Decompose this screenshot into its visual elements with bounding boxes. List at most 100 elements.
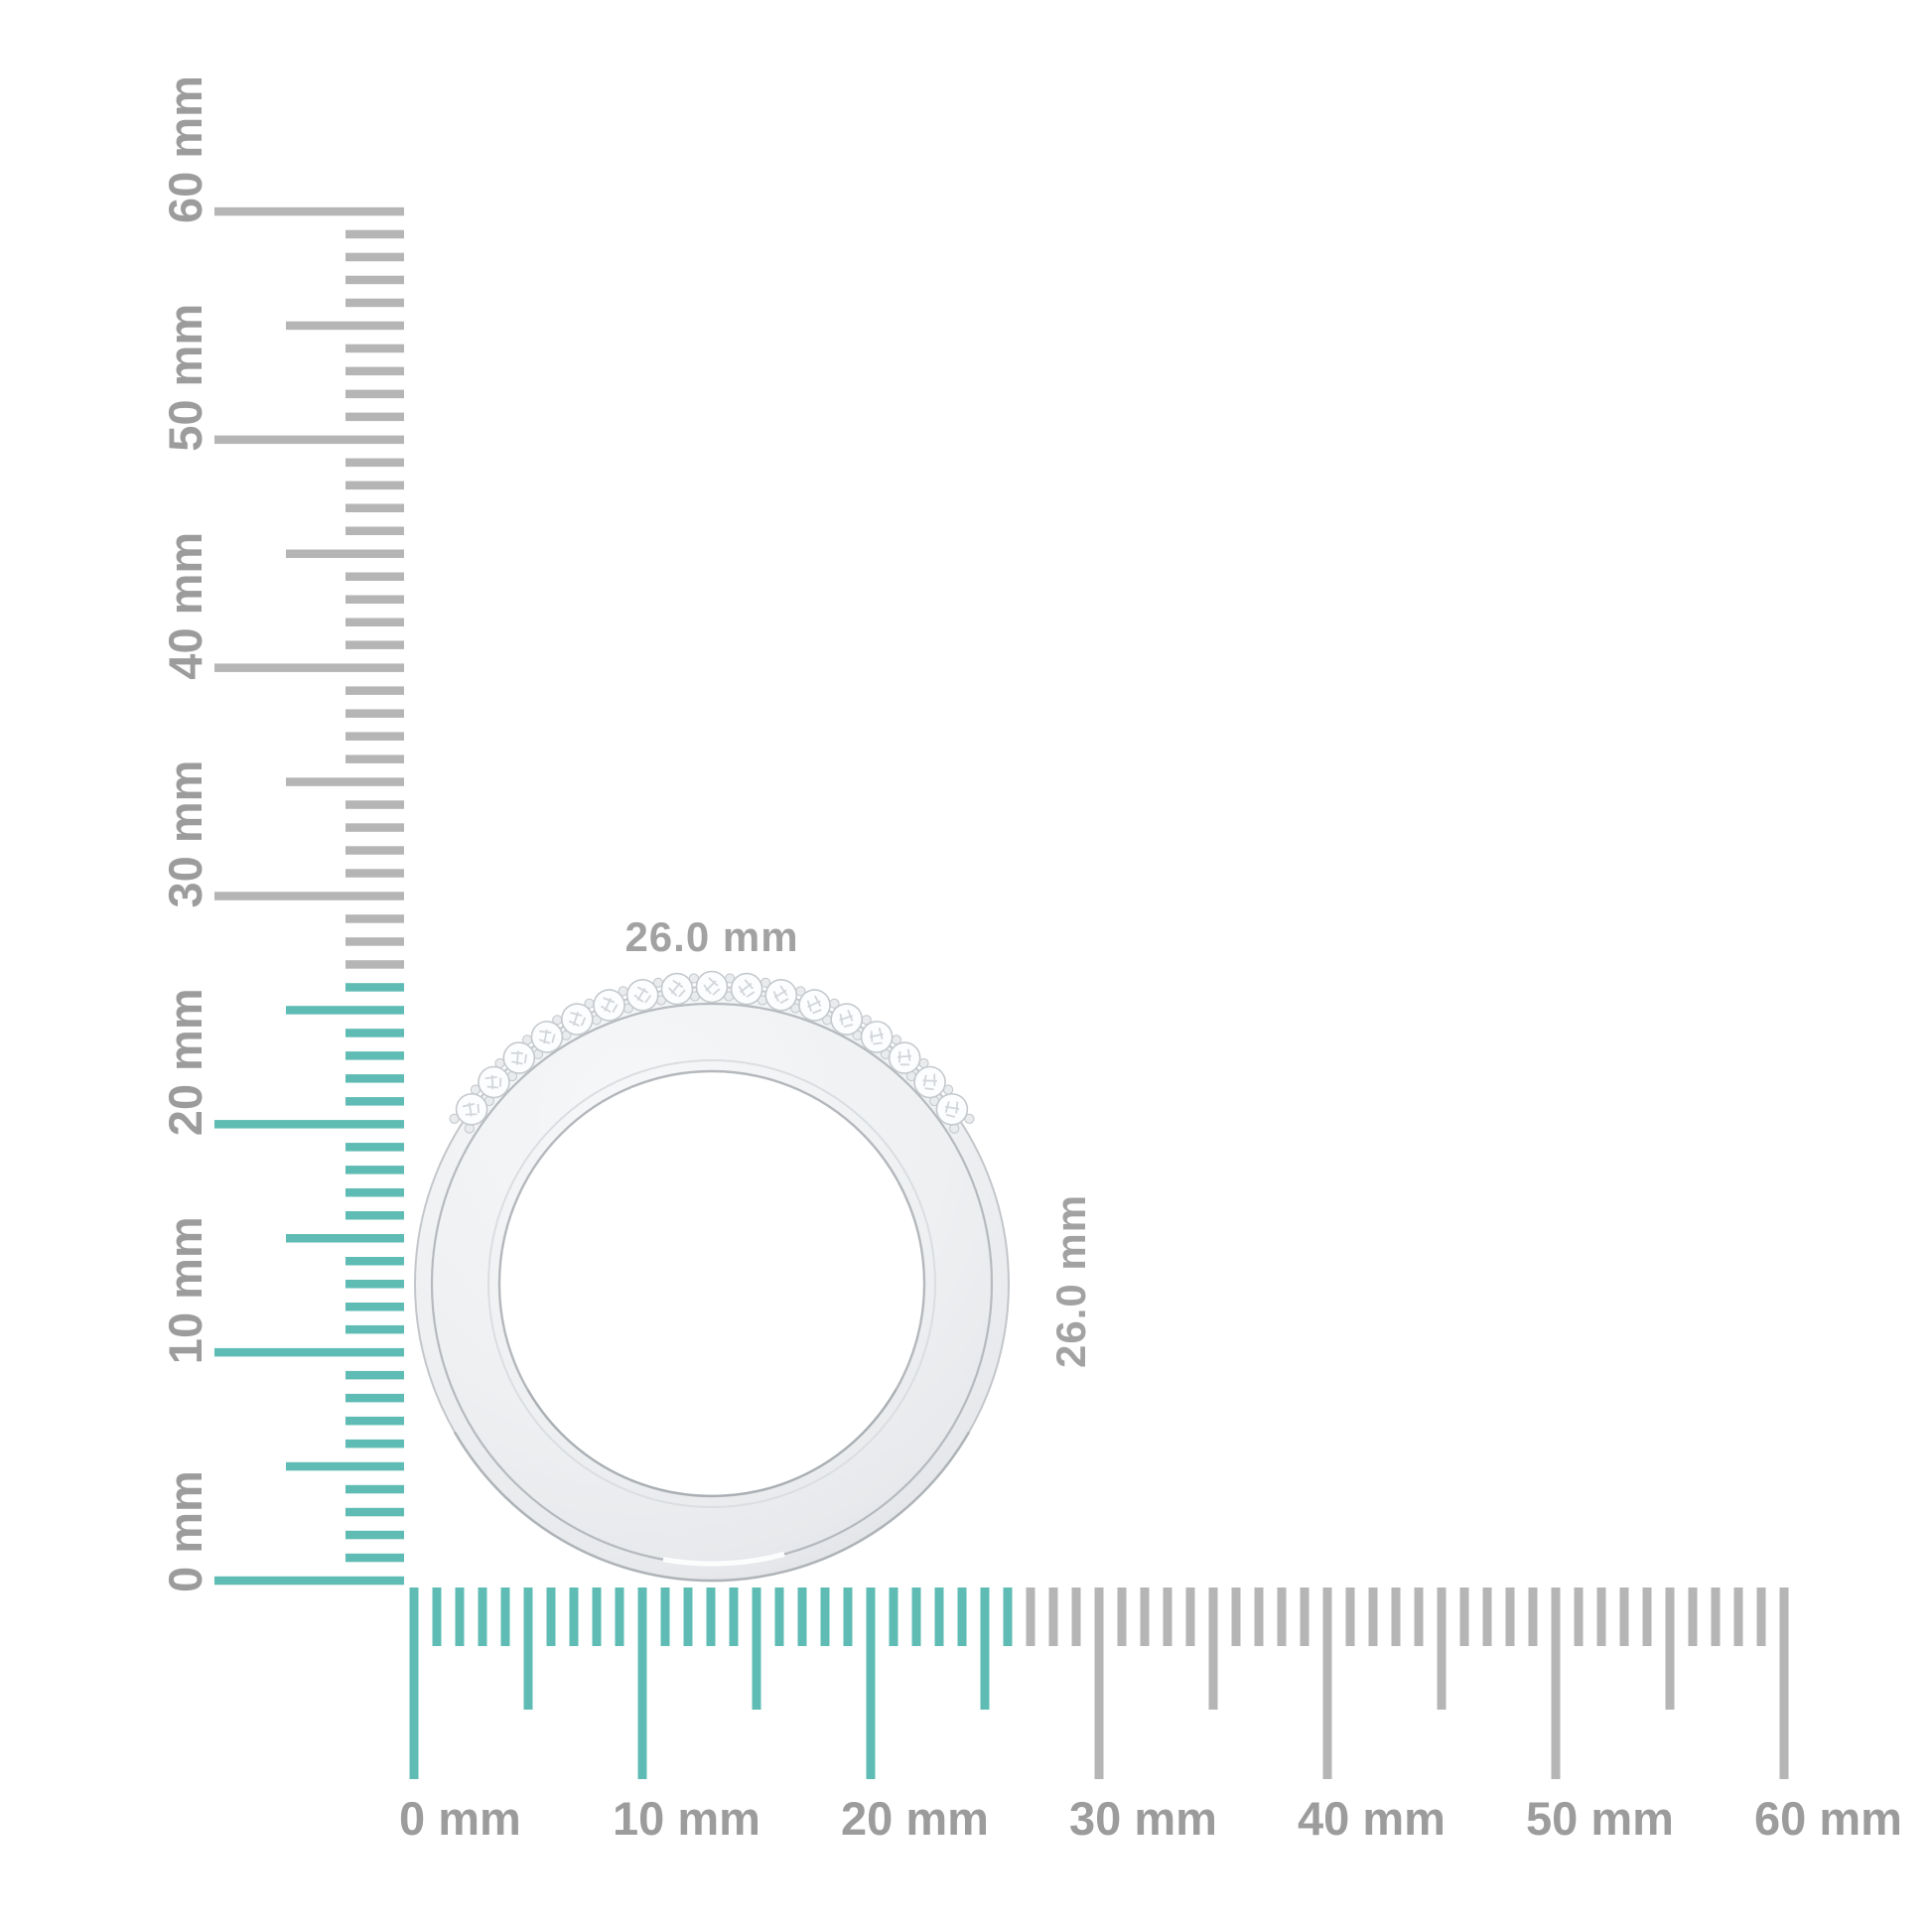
vertical-ruler-tick-16mm [345,1211,404,1220]
ring-inner-bevel-line [487,1059,936,1508]
diamond-stone [935,1093,969,1126]
diamond-stone [798,989,831,1022]
diamond-stone-girdle [660,972,694,1006]
ring-bottom-shade [453,1431,971,1583]
diamond-facet-sparkle [738,979,756,998]
vertical-ruler-tick-46mm [345,526,404,535]
horizontal-ruler-tick-42mm [1368,1587,1378,1646]
vertical-ruler-tick-29mm [345,914,404,923]
vertical-ruler-tick-8mm [345,1393,404,1403]
vertical-ruler-label-30mm: 30 mm [159,760,211,908]
vertical-ruler-tick-17mm [345,1188,404,1197]
horizontal-ruler-tick-38mm [1277,1587,1287,1646]
vertical-ruler-tick-39mm [345,686,404,695]
diamond-stone-girdle [860,1021,894,1053]
vertical-ruler-tick-23mm [345,1051,404,1060]
diamond-facet-sparkle [633,986,652,1004]
horizontal-ruler-tick-52mm [1596,1587,1606,1646]
vertical-ruler-tick-51mm [345,412,404,422]
horizontal-ruler-tick-32mm [1140,1587,1150,1646]
vertical-ruler-tick-0mm [214,1576,404,1586]
horizontal-ruler-tick-50mm [1551,1587,1561,1779]
horizontal-ruler-tick-21mm [889,1587,898,1646]
ring-hole-bottom-shade [526,1388,897,1497]
vertical-ruler-tick-10mm [214,1347,404,1357]
horizontal-ruler-tick-7mm [569,1587,579,1646]
horizontal-ruler-label-50mm: 50 mm [1526,1792,1674,1845]
diamond-facet-sparkle [922,1073,937,1091]
diamond-stone-girdle [695,970,729,1004]
diamond-facet-sparkle [568,1012,587,1028]
vertical-ruler-tick-54mm [345,344,404,353]
width-dimension-label: 26.0 mm [624,913,798,960]
vertical-ruler-label-20mm: 20 mm [159,988,211,1136]
horizontal-ruler-tick-16mm [774,1587,784,1646]
diamond-stone [593,989,625,1022]
vertical-ruler-label-60mm: 60 mm [159,75,211,223]
vertical-ruler-tick-55mm [286,321,404,331]
diamond-stone [455,1093,488,1126]
horizontal-ruler-tick-48mm [1505,1587,1515,1646]
diamond-stone-girdle [798,989,831,1022]
horizontal-ruler-tick-4mm [500,1587,510,1646]
horizontal-ruler-tick-8mm [592,1587,602,1646]
horizontal-ruler-tick-9mm [615,1587,624,1646]
vertical-ruler-tick-35mm [286,777,404,786]
horizontal-ruler-tick-53mm [1619,1587,1629,1646]
diamond-facet-sparkle [897,1048,912,1066]
vertical-ruler-tick-12mm [345,1303,404,1311]
horizontal-ruler-tick-60mm [1779,1587,1789,1779]
horizontal-ruler-tick-45mm [1437,1587,1447,1710]
vertical-ruler-tick-38mm [345,709,404,718]
vertical-ruler-tick-43mm [345,595,404,604]
vertical-ruler-tick-21mm [345,1097,404,1106]
vertical-ruler-tick-11mm [345,1324,404,1334]
horizontal-ruler-tick-30mm [1094,1587,1104,1779]
diamond-stone-girdle [830,1003,864,1035]
vertical-ruler-tick-25mm [286,1006,404,1015]
vertical-ruler-label-0mm: 0 mm [159,1470,211,1592]
vertical-ruler-tick-53mm [345,366,404,376]
vertical-ruler-tick-44mm [345,572,404,581]
diamond-stone [478,1065,510,1099]
horizontal-ruler-tick-24mm [957,1587,967,1646]
horizontal-ruler-tick-11mm [660,1587,670,1646]
vertical-ruler-tick-32mm [345,846,404,855]
vertical-ruler-tick-24mm [345,1029,404,1037]
diamond-stone [830,1003,864,1035]
horizontal-ruler-tick-49mm [1528,1587,1538,1646]
diamond-facet-sparkle [600,997,619,1014]
ring-illustration [414,970,1010,1583]
diamond-stone-girdle [530,1021,564,1053]
vertical-ruler-tick-58mm [345,252,404,262]
diamond-stone [888,1041,921,1074]
vertical-ruler-tick-9mm [345,1370,404,1380]
horizontal-ruler-label-60mm: 60 mm [1754,1792,1902,1845]
height-dimension-label: 26.0 mm [1047,1194,1094,1368]
horizontal-ruler-tick-56mm [1688,1587,1698,1646]
horizontal-ruler-label-30mm: 30 mm [1069,1792,1217,1845]
horizontal-ruler-tick-43mm [1391,1587,1401,1646]
diamond-stone-girdle [478,1065,510,1099]
horizontal-ruler-tick-46mm [1459,1587,1469,1646]
horizontal-ruler-tick-17mm [797,1587,807,1646]
diamond-stone-girdle [560,1003,594,1035]
vertical-ruler-tick-52mm [345,389,404,399]
horizontal-ruler-tick-27mm [1026,1587,1035,1646]
vertical-ruler-tick-1mm [345,1553,404,1563]
diamond-facet-sparkle [462,1102,481,1117]
vertical-ruler-tick-7mm [345,1416,404,1426]
horizontal-ruler-tick-20mm [866,1587,876,1779]
horizontal-ruler-tick-10mm [637,1587,647,1779]
vertical-ruler-tick-45mm [286,549,404,558]
horizontal-ruler-tick-51mm [1574,1587,1584,1646]
horizontal-ruler-tick-13mm [706,1587,716,1646]
diamond-facet-sparkle [839,1009,854,1029]
horizontal-ruler-label-0mm: 0 mm [399,1792,521,1845]
horizontal-ruler-tick-2mm [455,1587,465,1646]
horizontal-ruler-tick-0mm [409,1587,419,1779]
horizontal-ruler-tick-14mm [729,1587,739,1646]
vertical-ruler-tick-37mm [345,732,404,741]
diamond-stone [625,978,659,1012]
